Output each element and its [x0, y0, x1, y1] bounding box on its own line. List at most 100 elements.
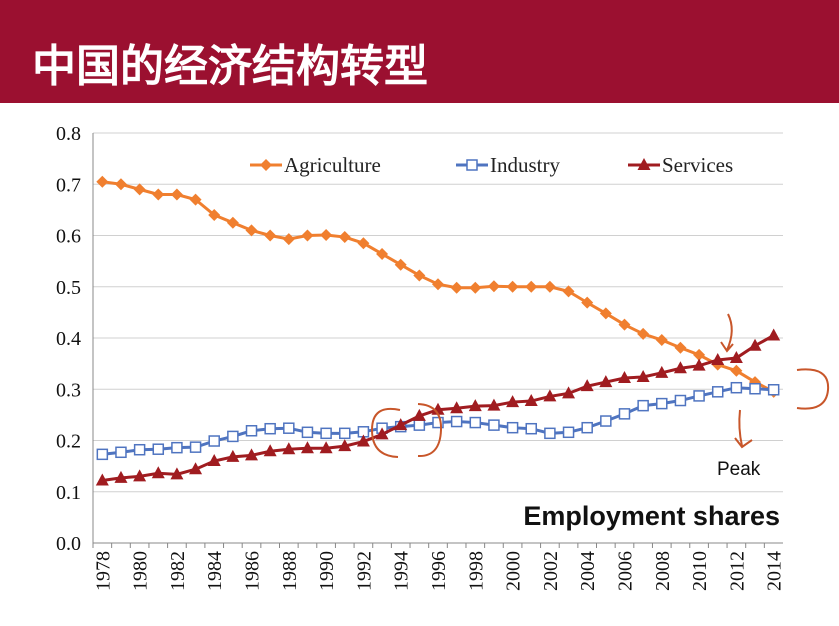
point: [133, 183, 146, 196]
point: [282, 233, 295, 246]
annotation: Peak: [717, 459, 761, 480]
x-tick-label: 1982: [167, 551, 189, 591]
page-title: 中国的经济结构转型: [32, 41, 428, 92]
point: [637, 327, 650, 340]
legend-label: Industry: [490, 153, 560, 177]
point: [487, 280, 500, 293]
point: [227, 430, 239, 443]
y-tick-label: 0.4: [56, 328, 81, 350]
point: [412, 408, 426, 421]
x-tick-label: 2012: [726, 551, 748, 591]
point: [469, 281, 482, 294]
point: [525, 422, 537, 435]
point: [450, 401, 464, 414]
point: [581, 421, 593, 434]
hand-bracket: [370, 408, 401, 458]
point: [339, 427, 351, 440]
point: [636, 369, 650, 382]
point: [394, 418, 408, 431]
point: [599, 307, 612, 320]
point: [432, 278, 444, 291]
point: [208, 435, 220, 447]
point: [618, 408, 631, 420]
x-tick-label: 2002: [540, 551, 562, 591]
point: [260, 159, 272, 171]
point: [729, 350, 743, 363]
point: [376, 247, 389, 260]
series: [95, 328, 781, 486]
point: [431, 402, 445, 415]
point: [356, 434, 370, 447]
point: [96, 175, 109, 188]
point: [767, 384, 780, 396]
point: [543, 389, 557, 402]
series: [96, 381, 780, 461]
point: [170, 467, 184, 480]
x-tick-label: 1998: [465, 551, 487, 591]
point: [600, 415, 612, 427]
point: [282, 442, 296, 455]
point: [599, 375, 613, 388]
point: [245, 448, 259, 461]
point: [450, 415, 463, 428]
point: [133, 443, 146, 456]
point: [320, 228, 333, 241]
point: [562, 386, 576, 399]
point: [637, 399, 649, 412]
x-tick-label: 2000: [503, 551, 525, 591]
point: [711, 353, 725, 366]
x-tick-label: 2010: [689, 551, 711, 591]
point: [96, 448, 109, 461]
point: [413, 269, 426, 282]
point: [189, 193, 202, 206]
point: [114, 178, 127, 191]
point: [466, 159, 478, 171]
point: [170, 188, 183, 201]
hand-arrow: [720, 313, 734, 353]
y-tick-label: 0.3: [56, 379, 81, 401]
point: [207, 454, 221, 466]
point: [730, 364, 743, 377]
point: [189, 462, 203, 475]
plot: 0.0 0.1 0.2 0.3 0.4 0.5 0.6 0.7 0.8 1978 1980 1982 1…: [56, 123, 786, 591]
point: [263, 444, 277, 457]
hand-arrow: [734, 409, 753, 449]
point: [487, 398, 501, 411]
point: [264, 422, 276, 435]
y-tick-label: 0.0: [56, 533, 81, 555]
point: [637, 158, 651, 170]
point: [767, 328, 781, 341]
point: [469, 416, 482, 429]
point: [301, 229, 314, 242]
header: 中国的经济结构转型: [0, 0, 839, 103]
point: [450, 281, 463, 294]
point: [524, 394, 538, 407]
point: [394, 258, 407, 271]
point: [748, 338, 762, 351]
point: [226, 449, 240, 462]
point: [432, 416, 444, 429]
point: [580, 379, 594, 392]
point: [693, 390, 705, 402]
point: [562, 285, 575, 298]
point: [692, 358, 706, 371]
point: [264, 229, 277, 242]
x-tick-label: 2008: [652, 551, 674, 591]
point: [693, 348, 706, 361]
y-tick-label: 0.6: [56, 226, 81, 248]
series: [96, 175, 780, 398]
point: [544, 427, 556, 440]
x-tick-label: 1996: [428, 551, 450, 591]
point: [189, 441, 202, 453]
point: [468, 399, 482, 412]
hand-bracket: [796, 368, 830, 410]
point: [152, 188, 165, 201]
handwritten-marks: [370, 313, 830, 458]
annotation: Employment shares: [523, 501, 780, 531]
point: [506, 395, 520, 408]
x-tick-label: 1978: [92, 551, 114, 591]
point: [413, 419, 426, 431]
point: [320, 427, 332, 440]
y-tick-label: 0.1: [56, 482, 81, 504]
